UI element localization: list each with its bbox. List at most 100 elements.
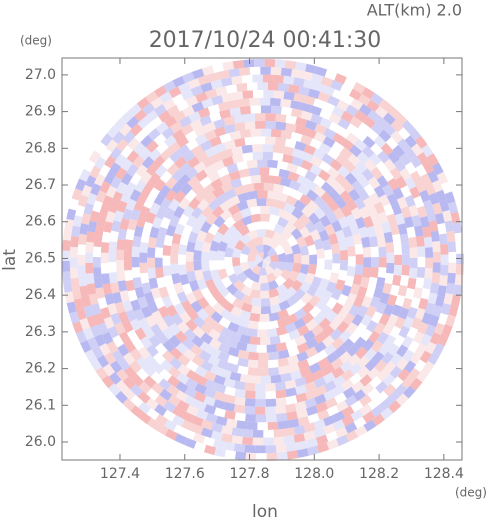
echo-cell [219, 368, 232, 380]
echo-cell [275, 397, 287, 407]
echo-cell [417, 256, 426, 268]
echo-cell [410, 297, 421, 310]
echo-cell [275, 121, 287, 131]
echo-cell [318, 169, 331, 182]
echo-cell [207, 223, 220, 236]
echo-cell [249, 206, 261, 215]
echo-cell [106, 125, 120, 139]
echo-cell [338, 239, 348, 251]
echo-cell [212, 159, 225, 172]
x-tick-label: 128.0 [294, 466, 334, 482]
echo-cell [162, 314, 175, 328]
echo-cell [239, 373, 251, 383]
echo-cell [366, 320, 378, 333]
echo-cell [283, 202, 296, 214]
echo-cell [341, 378, 354, 391]
echo-cell [324, 223, 336, 236]
echo-cell [114, 153, 127, 167]
echo-cell [318, 160, 332, 173]
echo-cell [170, 263, 179, 275]
echo-cell [96, 215, 107, 227]
echo-cell [211, 95, 224, 106]
echo-cell [241, 294, 253, 305]
echo-cell [303, 144, 317, 156]
echo-cell [341, 284, 352, 297]
echo-cell [136, 356, 149, 370]
echo-cell [211, 321, 225, 334]
echo-cell [175, 342, 189, 355]
echo-cell [444, 191, 456, 204]
echo-cell [221, 425, 233, 435]
echo-cell [306, 437, 319, 448]
echo-cell [212, 63, 224, 73]
echo-cell [223, 216, 236, 229]
echo-cell [322, 136, 336, 148]
echo-cell [260, 213, 271, 222]
echo-cell [310, 155, 323, 168]
echo-cell [236, 420, 248, 430]
echo-cell [323, 415, 336, 427]
echo-cell [129, 360, 142, 374]
echo-cell [247, 359, 259, 369]
echo-cell [162, 244, 172, 256]
echo-cell [103, 171, 116, 185]
echo-cell [334, 392, 347, 405]
echo-cell [144, 291, 155, 304]
echo-cell [207, 104, 220, 115]
echo-cell [394, 254, 403, 266]
echo-cell [121, 110, 134, 124]
echo-cell [224, 139, 236, 150]
echo-cell [322, 101, 336, 113]
echo-cell [105, 210, 116, 223]
echo-cell [148, 148, 162, 162]
echo-cell [92, 256, 101, 268]
echo-cell [309, 305, 322, 318]
echo-cell [281, 106, 293, 116]
echo-cell [416, 152, 429, 165]
echo-cell [380, 142, 394, 156]
echo-cell [332, 384, 346, 397]
echo-cell [409, 247, 418, 258]
echo-cell [269, 295, 281, 306]
echo-cell [145, 397, 159, 411]
echo-cell [236, 82, 248, 92]
y-tick-label: 26.8 [25, 140, 56, 156]
echo-cell [226, 283, 239, 296]
echo-cell [355, 216, 366, 229]
echo-cell [361, 382, 375, 396]
echo-cell [234, 451, 247, 461]
echo-cell [226, 338, 239, 349]
echo-cell [267, 190, 279, 200]
echo-cell [219, 308, 233, 321]
echo-cell [233, 404, 245, 414]
echo-cell [437, 312, 449, 326]
echo-cell [166, 384, 180, 397]
echo-cell [113, 210, 124, 223]
echo-cell [75, 204, 86, 217]
echo-cell [406, 226, 416, 238]
echo-cell [105, 139, 119, 153]
echo-cell [424, 268, 433, 279]
echo-cell [377, 211, 389, 224]
echo-cell [155, 423, 169, 436]
echo-cell [118, 331, 131, 344]
echo-cell [223, 441, 235, 452]
echo-cell [331, 302, 344, 315]
echo-cell [117, 228, 128, 241]
echo-cell [294, 125, 307, 136]
echo-cell [390, 130, 404, 144]
echo-cell [420, 288, 431, 300]
echo-cell [313, 206, 326, 220]
echo-cell [337, 165, 351, 178]
echo-cell [320, 203, 333, 216]
echo-cell [140, 272, 150, 284]
echo-cell [269, 238, 281, 250]
echo-cell [295, 384, 308, 395]
echo-cell [295, 117, 308, 128]
echo-cell [120, 172, 133, 186]
echo-cell [295, 61, 307, 72]
echo-cell [176, 291, 188, 304]
echo-cell [361, 338, 375, 352]
echo-cell [432, 162, 444, 176]
echo-cell [162, 327, 175, 340]
